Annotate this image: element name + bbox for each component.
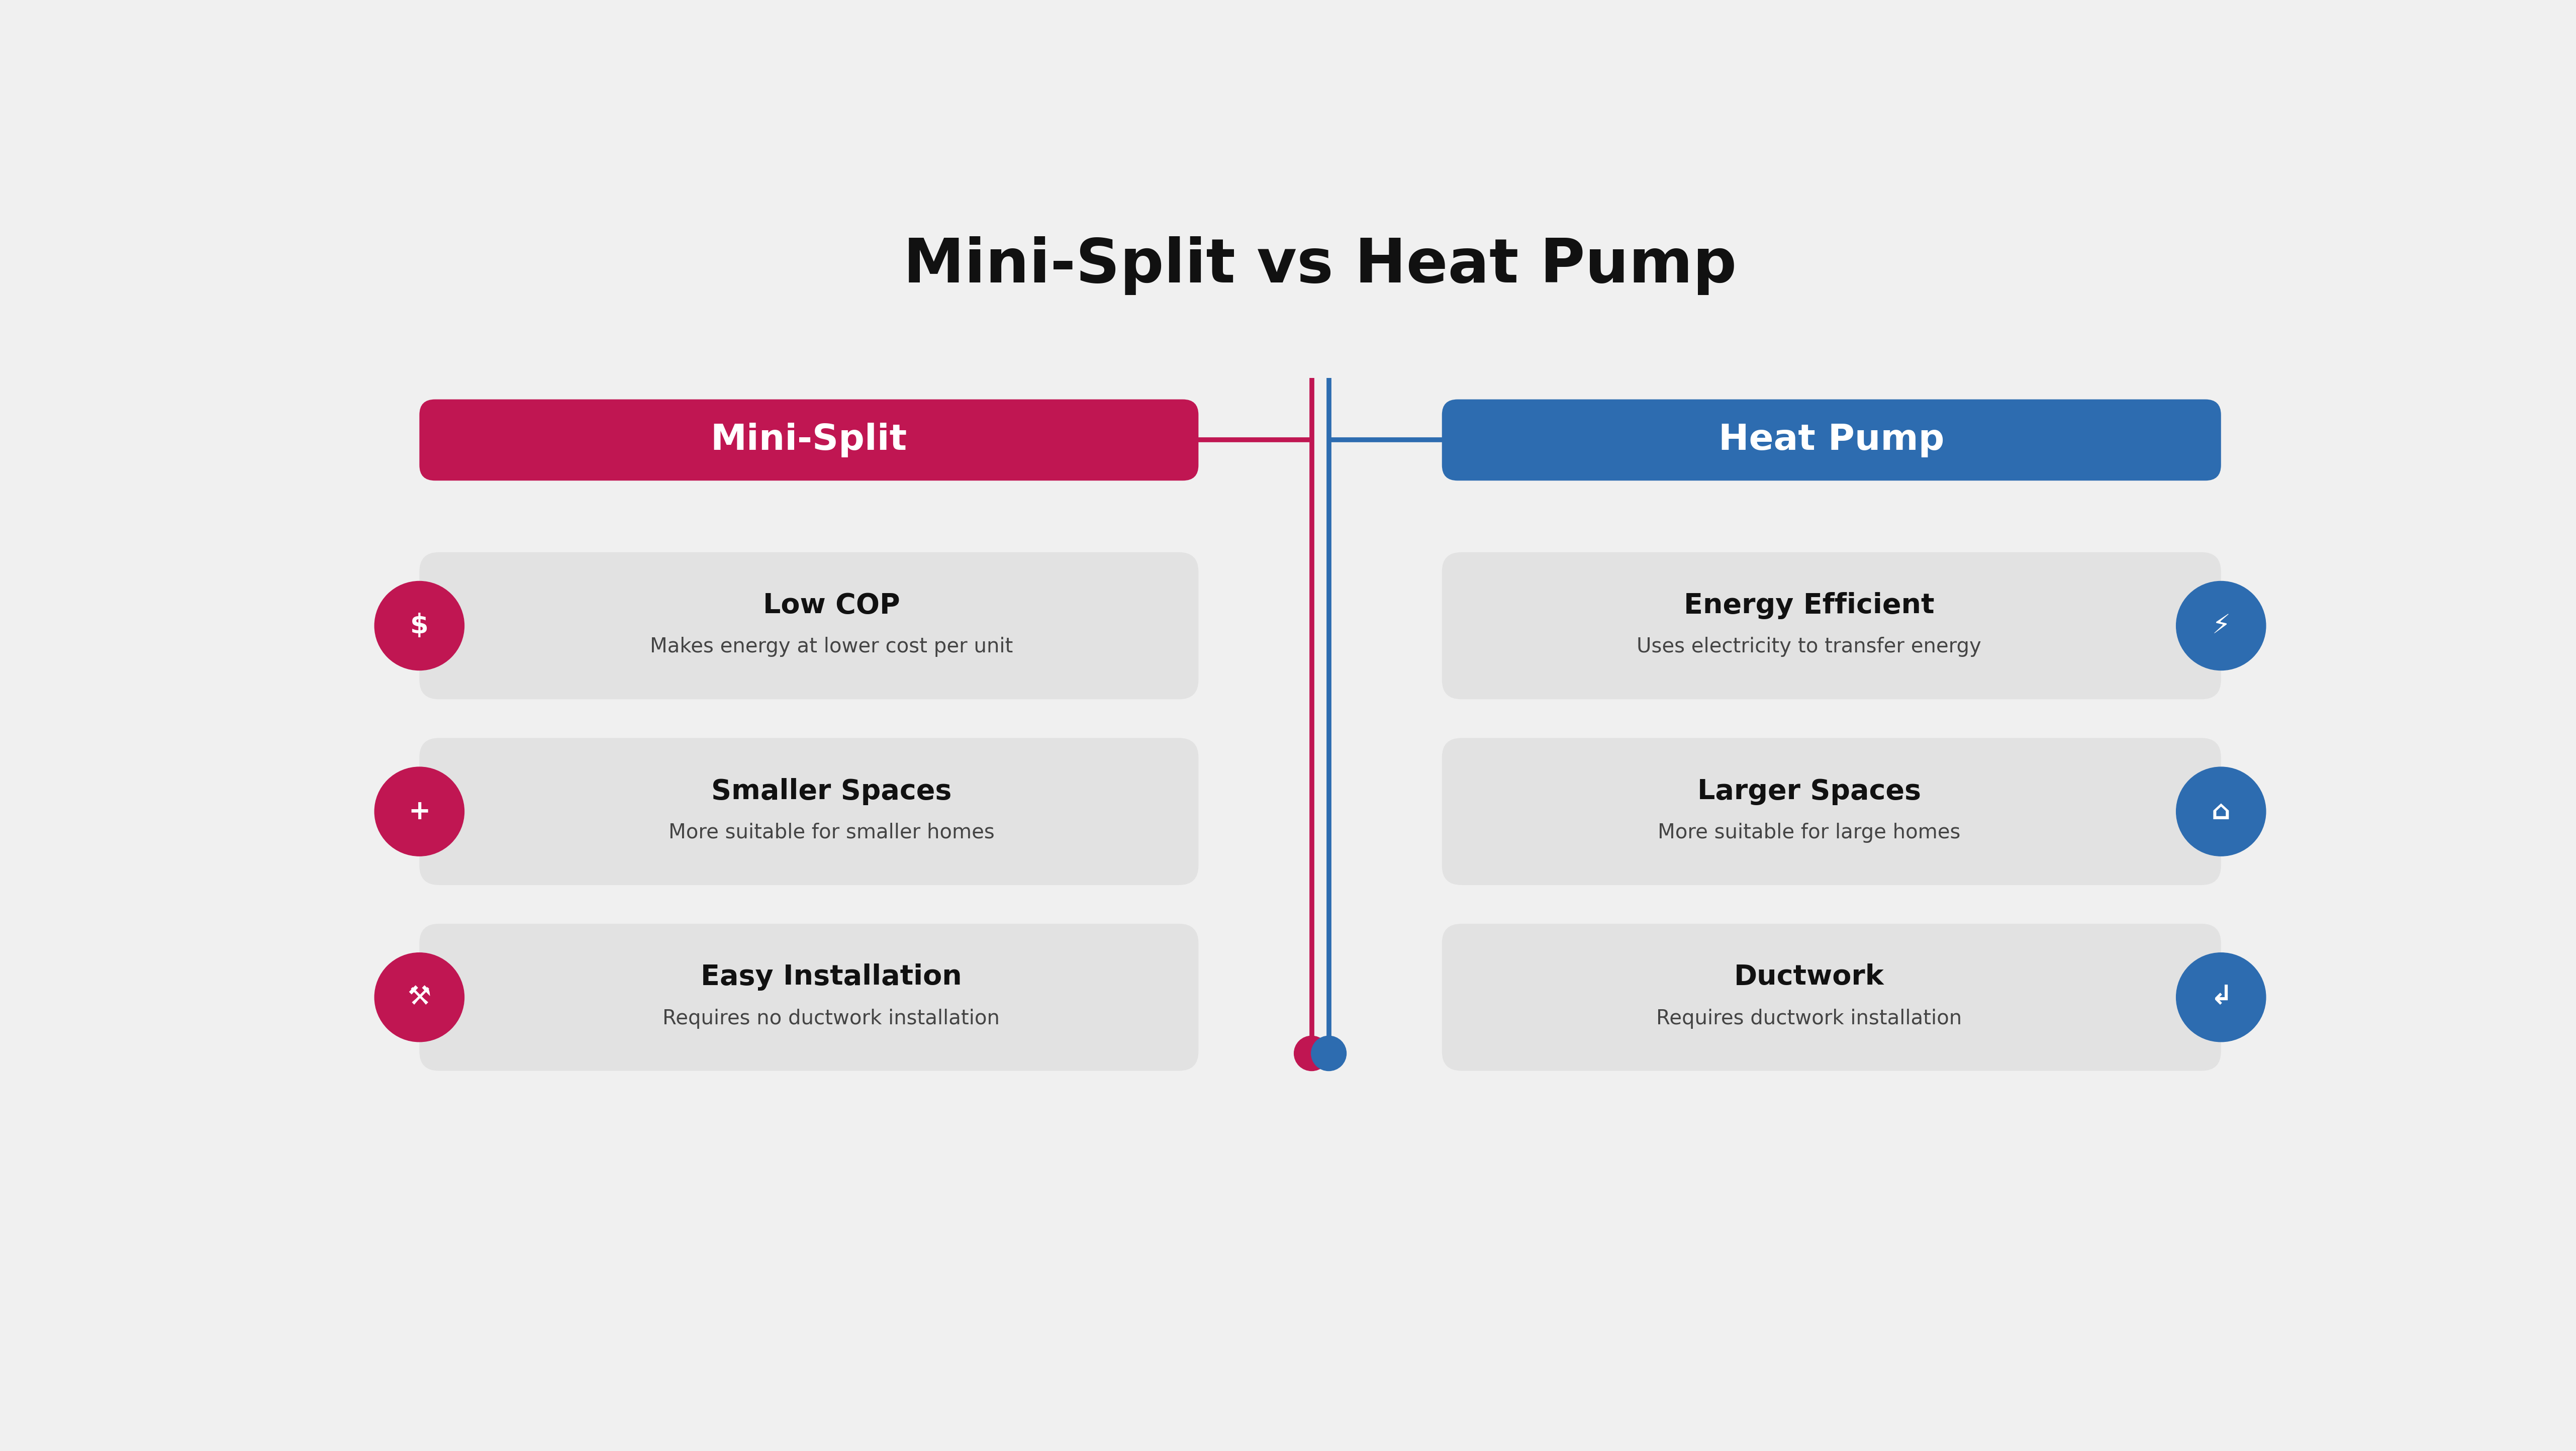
Text: Smaller Spaces: Smaller Spaces [711, 778, 951, 805]
Text: Makes energy at lower cost per unit: Makes energy at lower cost per unit [649, 637, 1012, 657]
Circle shape [374, 768, 464, 856]
Circle shape [2177, 768, 2267, 856]
Text: Ductwork: Ductwork [1734, 963, 1883, 991]
Text: Energy Efficient: Energy Efficient [1685, 592, 1935, 620]
Text: Mini-Split vs Heat Pump: Mini-Split vs Heat Pump [904, 237, 1736, 295]
Text: Mini-Split: Mini-Split [711, 422, 907, 457]
Text: Uses electricity to transfer energy: Uses electricity to transfer energy [1636, 637, 1981, 657]
Text: $: $ [410, 612, 428, 638]
Text: Easy Installation: Easy Installation [701, 963, 961, 991]
FancyBboxPatch shape [420, 924, 1198, 1071]
Circle shape [2177, 582, 2267, 670]
Circle shape [2177, 953, 2267, 1042]
Circle shape [374, 582, 464, 670]
Text: More suitable for smaller homes: More suitable for smaller homes [667, 823, 994, 843]
FancyBboxPatch shape [420, 399, 1198, 480]
Circle shape [1311, 1036, 1347, 1071]
Text: Heat Pump: Heat Pump [1718, 422, 1945, 457]
Text: ⌂: ⌂ [2213, 798, 2231, 824]
Text: Low COP: Low COP [762, 592, 899, 620]
FancyBboxPatch shape [420, 739, 1198, 885]
FancyBboxPatch shape [1443, 924, 2221, 1071]
FancyBboxPatch shape [1443, 399, 2221, 480]
Text: ⚒: ⚒ [407, 984, 430, 1010]
Text: More suitable for large homes: More suitable for large homes [1659, 823, 1960, 843]
Circle shape [374, 953, 464, 1042]
Text: Requires ductwork installation: Requires ductwork installation [1656, 1008, 1963, 1029]
Text: ↲: ↲ [2210, 984, 2233, 1010]
Text: Larger Spaces: Larger Spaces [1698, 778, 1922, 805]
FancyBboxPatch shape [420, 553, 1198, 699]
Circle shape [1293, 1036, 1329, 1071]
FancyBboxPatch shape [1443, 553, 2221, 699]
Text: Requires no ductwork installation: Requires no ductwork installation [662, 1008, 999, 1029]
Text: +: + [407, 798, 430, 824]
Text: ⚡: ⚡ [2213, 612, 2231, 638]
FancyBboxPatch shape [1443, 739, 2221, 885]
